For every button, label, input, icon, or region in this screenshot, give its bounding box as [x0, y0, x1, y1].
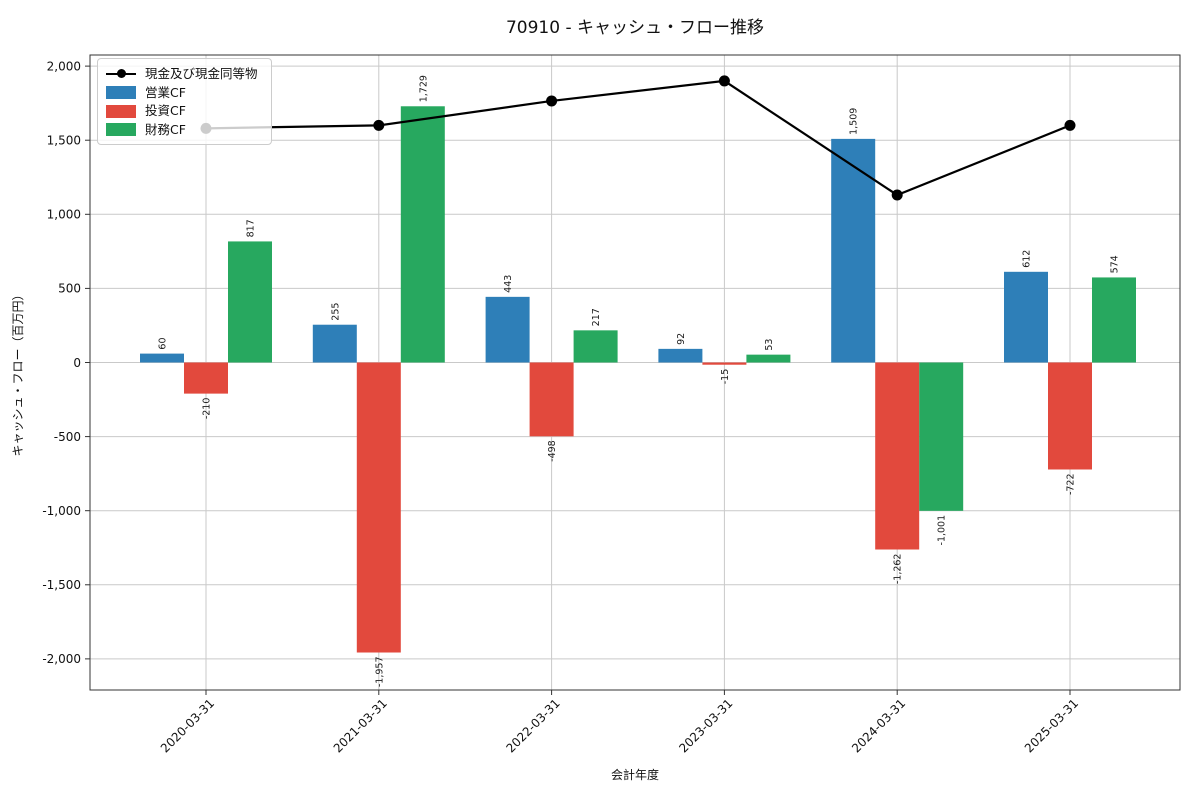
bar-value-label: -1,957 [374, 657, 385, 688]
bar-投資CF-2023-03-31 [702, 362, 747, 365]
bar-value-label: 92 [676, 333, 687, 345]
line-point [891, 189, 903, 201]
legend-item-investing-cf: 投資CF [106, 103, 263, 118]
bar-投資CF-2022-03-31 [529, 362, 574, 437]
blue-swatch-icon [106, 86, 136, 100]
bar-value-label: 60 [158, 338, 169, 350]
bar-value-label: 53 [764, 339, 775, 351]
bar-営業CF-2025-03-31 [1004, 271, 1048, 363]
cash-line [205, 79, 1071, 197]
x-tick-label: 2020-03-31 [158, 696, 217, 755]
bar-営業CF-2021-03-31 [312, 324, 357, 363]
y-tick-label: -500 [54, 430, 81, 444]
bar-value-label: 1,729 [418, 75, 429, 102]
green-swatch-icon [106, 123, 136, 137]
plot-border [89, 54, 1181, 691]
legend-item-cash-line: 現金及び現金同等物 [106, 67, 263, 81]
chart-title: 70910 - キャッシュ・フロー推移 [505, 18, 765, 38]
y-tick-label: 2,000 [47, 59, 81, 73]
x-tick-label: 2025-03-31 [1022, 696, 1081, 755]
legend-item-operating-cf: 営業CF [106, 84, 263, 100]
bar-投資CF-2024-03-31 [875, 362, 920, 550]
bar-投資CF-2020-03-31 [184, 362, 228, 394]
line-point [1064, 119, 1076, 131]
legend-label: 現金及び現金同等物 [145, 65, 258, 81]
bar-営業CF-2023-03-31 [658, 348, 703, 363]
bar-投資CF-2025-03-31 [1048, 362, 1092, 470]
bar-value-label: 217 [591, 308, 602, 326]
line-point [546, 95, 558, 107]
bar-value-label: 612 [1022, 250, 1033, 268]
bar-value-label: -498 [547, 440, 558, 462]
x-axis-title: 会計年度 [611, 767, 659, 782]
bar-財務CF-2023-03-31 [746, 354, 791, 363]
y-tick-label: 500 [58, 282, 81, 296]
x-tick-label: 2023-03-31 [676, 696, 735, 755]
legend-item-financing-cf: 財務CF [106, 121, 263, 137]
y-tick-label: 1,000 [47, 208, 81, 222]
y-tick-label: 0 [73, 356, 81, 370]
legend-label: 投資CF [145, 103, 186, 118]
bar-value-label: 817 [246, 219, 257, 237]
bar-営業CF-2022-03-31 [485, 296, 530, 363]
line-marker-icon [106, 67, 136, 81]
bar-value-label: 574 [1110, 255, 1121, 273]
bar-財務CF-2025-03-31 [1092, 277, 1136, 363]
y-tick-label: -1,500 [42, 578, 81, 592]
x-tick-label: 2024-03-31 [849, 696, 908, 755]
y-tick-label: 1,500 [47, 134, 81, 148]
red-swatch-icon [106, 104, 136, 118]
bar-営業CF-2020-03-31 [140, 353, 184, 363]
bar-value-label: 255 [330, 303, 341, 321]
line-point [373, 119, 385, 131]
bar-value-label: 1,509 [849, 108, 860, 135]
bar-財務CF-2020-03-31 [228, 241, 272, 363]
y-axis-title: キャッシュ・フロー（百万円） [11, 288, 25, 456]
bar-value-label: -15 [720, 369, 731, 385]
y-tick-label: -2,000 [42, 652, 81, 666]
legend: 現金及び現金同等物 営業CF 投資CF 財務CF [97, 58, 272, 145]
bar-財務CF-2024-03-31 [919, 362, 964, 511]
bar-営業CF-2024-03-31 [831, 138, 876, 363]
legend-label: 営業CF [145, 84, 186, 100]
x-tick-label: 2022-03-31 [504, 696, 563, 755]
x-tick-label: 2021-03-31 [331, 696, 390, 755]
bar-投資CF-2021-03-31 [356, 362, 401, 653]
bar-value-label: -1,262 [893, 554, 904, 585]
bar-value-label: 443 [503, 275, 514, 293]
legend-label: 財務CF [145, 121, 186, 137]
bar-value-label: -1,001 [937, 515, 948, 546]
bar-財務CF-2022-03-31 [573, 330, 618, 363]
line-point [718, 75, 730, 87]
bar-value-label: -722 [1066, 473, 1077, 495]
y-tick-label: -1,000 [42, 504, 81, 518]
bar-value-label: -210 [202, 398, 213, 420]
bar-財務CF-2021-03-31 [400, 106, 445, 363]
